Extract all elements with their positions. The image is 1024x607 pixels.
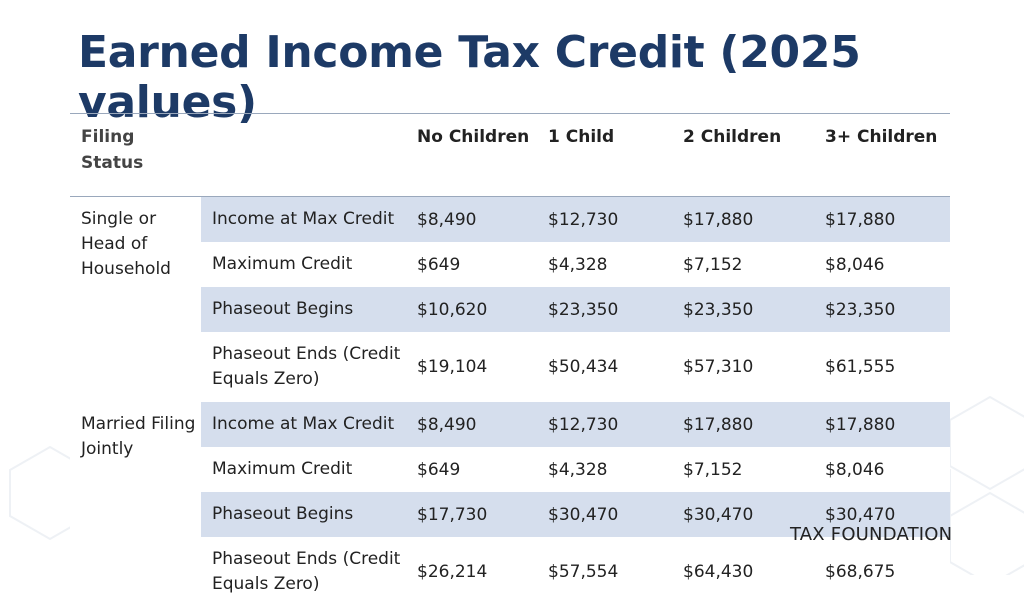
table-row: Phaseout Ends (Credit Equals Zero) $26,2… [70, 537, 950, 607]
table-cell: $23,350 [814, 287, 950, 332]
table-cell: $8,490 [406, 402, 537, 447]
table-cell: $4,328 [537, 242, 672, 287]
row-label: Maximum Credit [201, 242, 406, 287]
row-label: Phaseout Ends (Credit Equals Zero) [201, 332, 406, 402]
table-cell: $19,104 [406, 332, 537, 402]
table-cell: $12,730 [537, 196, 672, 242]
header-filing-status: Filing Status [70, 114, 201, 197]
header-1-child: 1 Child [537, 114, 672, 197]
table-cell: $64,430 [672, 537, 814, 607]
row-label: Phaseout Begins [201, 492, 406, 537]
row-label: Income at Max Credit [201, 402, 406, 447]
row-label: Phaseout Ends (Credit Equals Zero) [201, 537, 406, 607]
row-label: Phaseout Begins [201, 287, 406, 332]
filing-status-married: Married Filing Jointly [70, 402, 201, 607]
table-row: Phaseout Begins $17,730 $30,470 $30,470 … [70, 492, 950, 537]
tax-foundation-logo-text: TAX FOUNDATION [790, 524, 953, 545]
title-divider [70, 113, 950, 114]
table-cell: $50,434 [537, 332, 672, 402]
table-cell: $68,675 [814, 537, 950, 607]
table-cell: $23,350 [537, 287, 672, 332]
table-cell: $649 [406, 447, 537, 492]
table-header-row: Filing Status No Children 1 Child 2 Chil… [70, 114, 950, 197]
table-row: Phaseout Begins $10,620 $23,350 $23,350 … [70, 287, 950, 332]
table-cell: $649 [406, 242, 537, 287]
table-row: Phaseout Ends (Credit Equals Zero) $19,1… [70, 332, 950, 402]
table-row: Maximum Credit $649 $4,328 $7,152 $8,046 [70, 242, 950, 287]
filing-status-single: Single or Head of Household [70, 196, 201, 402]
table-cell: $8,046 [814, 447, 950, 492]
table-cell: $17,880 [814, 196, 950, 242]
table-cell: $61,555 [814, 332, 950, 402]
row-label: Income at Max Credit [201, 196, 406, 242]
table-cell: $57,554 [537, 537, 672, 607]
table-cell: $7,152 [672, 242, 814, 287]
table-row: Married Filing Jointly Income at Max Cre… [70, 402, 950, 607]
header-2-children: 2 Children [672, 114, 814, 197]
table-cell: $57,310 [672, 332, 814, 402]
table-cell: $17,880 [814, 402, 950, 447]
table-cell: $12,730 [537, 402, 672, 447]
table-cell: $26,214 [406, 537, 537, 607]
row-label: Maximum Credit [201, 447, 406, 492]
table-cell: $30,470 [537, 492, 672, 537]
header-no-children: No Children [406, 114, 537, 197]
table-row: Single or Head of Household Income at Ma… [70, 196, 950, 402]
table-cell: $7,152 [672, 447, 814, 492]
eitc-table: Filing Status No Children 1 Child 2 Chil… [70, 114, 950, 607]
table-cell: $8,046 [814, 242, 950, 287]
table-cell: $8,490 [406, 196, 537, 242]
table-cell: $17,880 [672, 402, 814, 447]
header-3-plus-children: 3+ Children [814, 114, 950, 197]
table-row: Maximum Credit $649 $4,328 $7,152 $8,046 [70, 447, 950, 492]
table-cell: $23,350 [672, 287, 814, 332]
page-title: Earned Income Tax Credit (2025 values) [78, 27, 861, 128]
table-cell: $10,620 [406, 287, 537, 332]
table-cell: $17,880 [672, 196, 814, 242]
table-cell: $4,328 [537, 447, 672, 492]
header-measure [201, 114, 406, 197]
table-cell: $30,470 [672, 492, 814, 537]
table-cell: $17,730 [406, 492, 537, 537]
table-cell: $30,470 [814, 492, 950, 537]
